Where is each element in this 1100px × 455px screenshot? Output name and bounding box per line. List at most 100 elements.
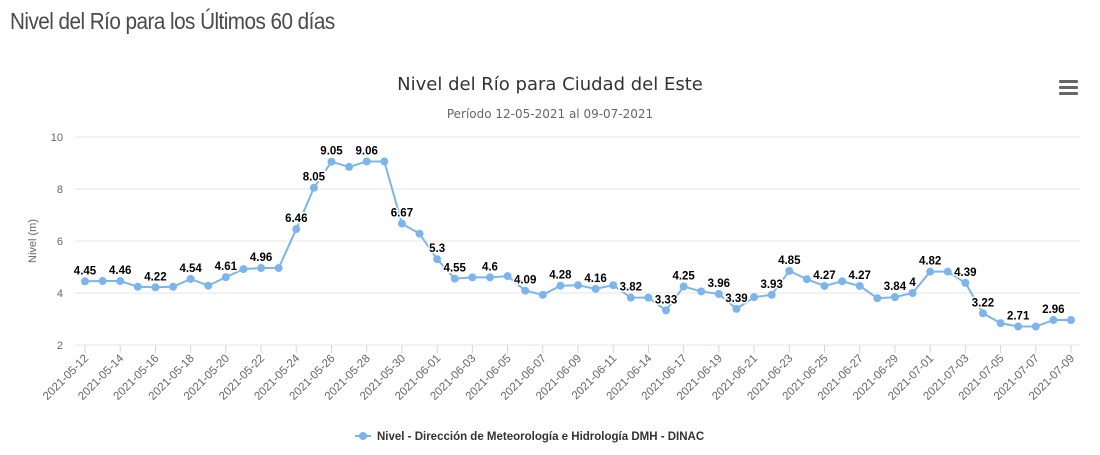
- data-point: [996, 319, 1005, 328]
- data-label: 4.39: [954, 267, 976, 279]
- data-point: [750, 293, 759, 302]
- page-title: Nivel del Río para los Últimos 60 días: [10, 8, 335, 34]
- data-label: 4: [909, 277, 916, 289]
- data-point: [609, 281, 618, 290]
- data-point: [309, 183, 318, 192]
- data-point: [362, 157, 371, 166]
- hamburger-menu-icon[interactable]: [1059, 80, 1078, 96]
- data-label: 4.45: [74, 265, 97, 277]
- data-label: 4.09: [514, 275, 536, 287]
- data-point: [820, 281, 829, 290]
- y-tick-label: 4: [57, 288, 63, 300]
- data-point: [890, 293, 899, 302]
- data-point: [345, 162, 354, 171]
- data-point: [662, 306, 671, 315]
- data-point: [626, 293, 635, 302]
- data-point: [239, 265, 248, 274]
- data-label: 3.93: [760, 279, 782, 291]
- data-label: 4.96: [250, 252, 272, 264]
- data-point: [961, 278, 970, 287]
- data-point: [380, 157, 389, 166]
- data-point: [556, 281, 565, 290]
- data-label: 5.3: [429, 243, 445, 255]
- data-label: 3.33: [655, 294, 677, 306]
- data-label: 4.85: [778, 255, 801, 267]
- data-point: [521, 286, 530, 295]
- data-point: [644, 293, 653, 302]
- data-point: [591, 284, 600, 293]
- data-label: 4.61: [215, 261, 238, 273]
- data-point: [292, 225, 301, 234]
- y-tick-label: 8: [57, 184, 63, 196]
- data-point: [433, 255, 442, 264]
- data-label: 2.71: [1007, 311, 1030, 323]
- data-label: 6.67: [391, 208, 413, 220]
- y-tick-label: 6: [57, 236, 63, 248]
- data-label: 4.27: [849, 270, 871, 282]
- y-tick-label: 2: [57, 340, 63, 352]
- data-point: [98, 277, 107, 286]
- chart-title: Nivel del Río para Ciudad del Este: [397, 74, 703, 95]
- data-point: [327, 157, 336, 166]
- data-point: [169, 282, 178, 291]
- data-point: [1049, 316, 1058, 325]
- data-label: 3.84: [884, 281, 907, 293]
- data-point: [714, 290, 723, 299]
- data-point: [415, 229, 424, 238]
- data-label: 4.27: [813, 270, 835, 282]
- data-label: 8.05: [303, 172, 326, 184]
- data-label: 4.25: [672, 271, 695, 283]
- data-label: 9.05: [320, 146, 343, 158]
- data-point: [926, 267, 935, 276]
- data-point: [732, 304, 741, 313]
- legend-label: Nivel - Dirección de Meteorología e Hidr…: [377, 431, 704, 443]
- legend-marker: [359, 432, 367, 440]
- data-label: 3.22: [972, 297, 994, 309]
- data-point: [1067, 316, 1075, 325]
- data-point: [133, 282, 142, 291]
- data-point: [838, 277, 847, 286]
- series-line: [84, 160, 1071, 328]
- data-label: 6.46: [285, 213, 307, 225]
- data-label: 3.82: [620, 282, 642, 294]
- data-label: 4.55: [444, 263, 467, 275]
- data-point: [485, 273, 494, 282]
- data-point: [450, 274, 459, 283]
- data-point: [81, 277, 89, 286]
- data-point: [873, 294, 882, 303]
- legend-item[interactable]: Nivel - Dirección de Meteorología e Hidr…: [355, 431, 704, 443]
- data-point: [574, 281, 582, 290]
- data-point: [151, 283, 160, 292]
- data-label: 3.96: [708, 278, 730, 290]
- data-label: 4.82: [919, 256, 941, 268]
- data-point: [257, 264, 266, 273]
- y-axis-label: Nivel (m): [27, 219, 39, 263]
- data-point: [943, 267, 952, 276]
- data-point: [802, 275, 811, 284]
- data-point: [767, 290, 776, 299]
- data-point: [468, 273, 477, 282]
- data-point: [397, 219, 406, 228]
- data-point: [697, 287, 706, 296]
- data-point: [1014, 322, 1023, 331]
- data-point: [785, 266, 794, 275]
- data-point: [679, 282, 688, 291]
- data-point: [978, 309, 987, 318]
- data-label: 4.46: [109, 265, 131, 277]
- data-label: 4.16: [584, 273, 606, 285]
- data-label: 4.22: [144, 271, 166, 283]
- data-point: [204, 281, 213, 290]
- data-point: [1031, 322, 1040, 331]
- chart-subtitle: Período 12-05-2021 al 09-07-2021: [447, 107, 653, 121]
- data-label: 4.54: [179, 263, 202, 275]
- data-label: 2.96: [1042, 304, 1064, 316]
- data-label: 3.39: [725, 293, 747, 305]
- data-point: [503, 272, 512, 281]
- data-point: [116, 277, 125, 286]
- data-point: [908, 289, 917, 297]
- y-tick-label: 10: [51, 132, 63, 144]
- data-point: [538, 290, 547, 299]
- data-label: 4.6: [482, 261, 498, 273]
- data-label: 9.06: [356, 145, 378, 157]
